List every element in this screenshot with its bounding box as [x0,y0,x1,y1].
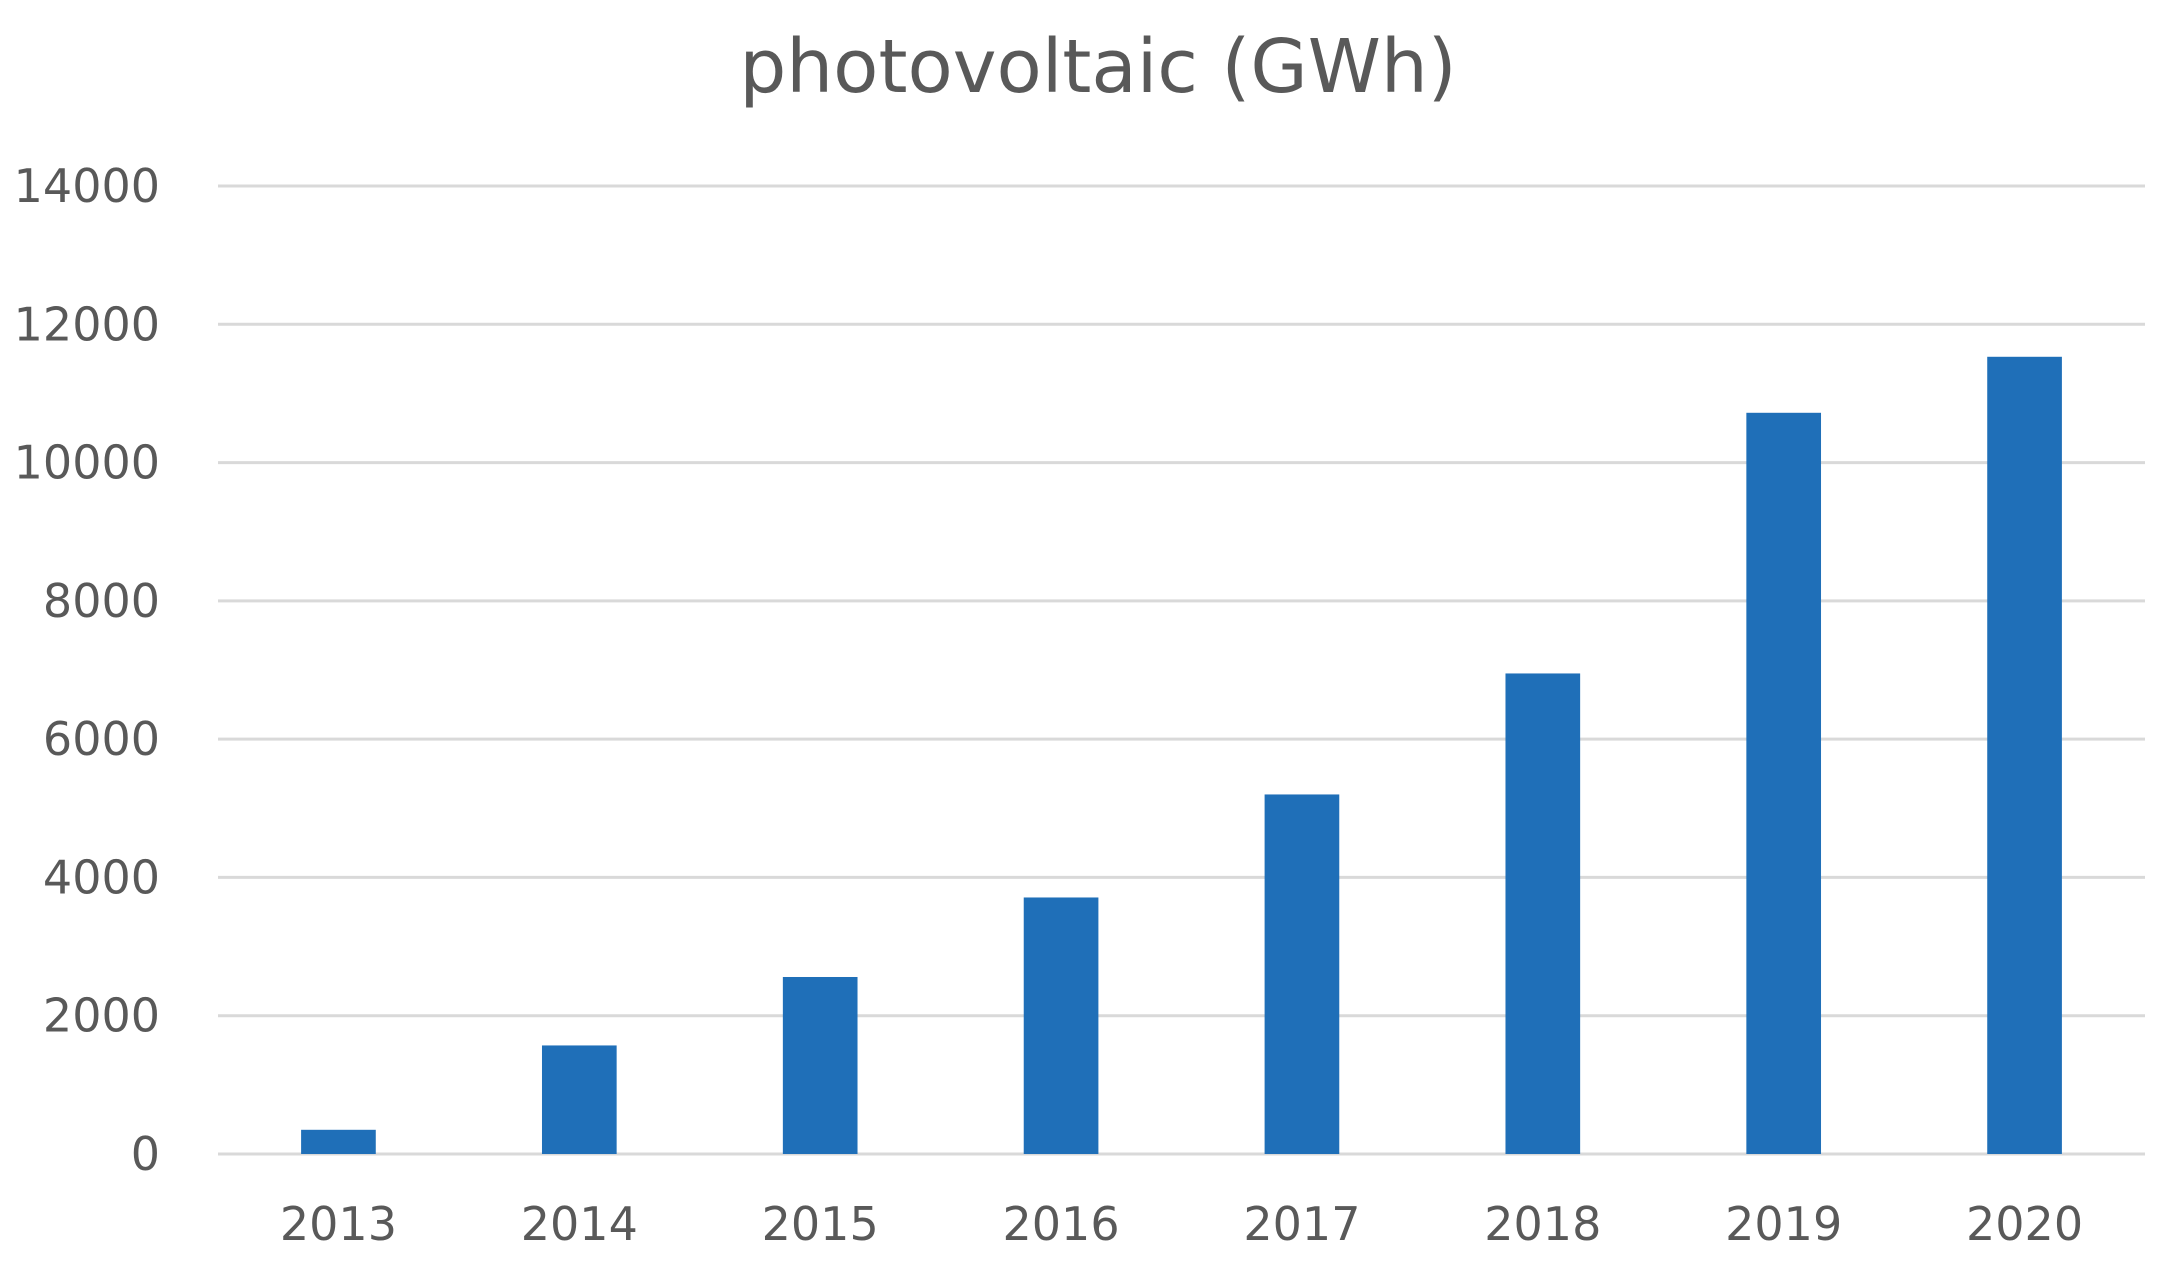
y-tick-label: 8000 [43,574,160,628]
y-axis: 0 2000 4000 6000 8000 10000 12000 14000 [14,159,160,1181]
x-tick-label: 2013 [280,1197,397,1251]
bar-2020 [1987,356,2062,1155]
y-tick-label: 0 [131,1127,160,1181]
x-tick-label: 2014 [521,1197,638,1251]
y-tick-label: 14000 [14,159,160,213]
chart-title: photovoltaic (GWh) [739,24,1456,110]
bar-2015 [782,976,858,1154]
x-axis: 2013 2014 2015 2016 2017 2018 2019 2020 [280,1197,2083,1251]
x-tick-label: 2016 [1003,1197,1120,1251]
x-tick-label: 2019 [1725,1197,1842,1251]
y-tick-label: 12000 [14,297,160,351]
y-tick-label: 2000 [43,989,160,1043]
gridlines [218,184,2145,1156]
bar-2014 [541,1045,617,1154]
bar-2018 [1505,673,1581,1154]
y-tick-label: 10000 [14,436,160,490]
x-tick-label: 2017 [1243,1197,1360,1251]
bars [301,356,2062,1155]
y-tick-label: 4000 [43,850,160,904]
bar-2019 [1746,412,1822,1154]
y-tick-label: 6000 [43,712,160,766]
bar-2016 [1023,897,1099,1154]
x-tick-label: 2018 [1484,1197,1601,1251]
x-tick-label: 2020 [1966,1197,2083,1251]
bar-2017 [1264,794,1340,1154]
x-tick-label: 2015 [762,1197,879,1251]
bar-2013 [301,1129,376,1154]
